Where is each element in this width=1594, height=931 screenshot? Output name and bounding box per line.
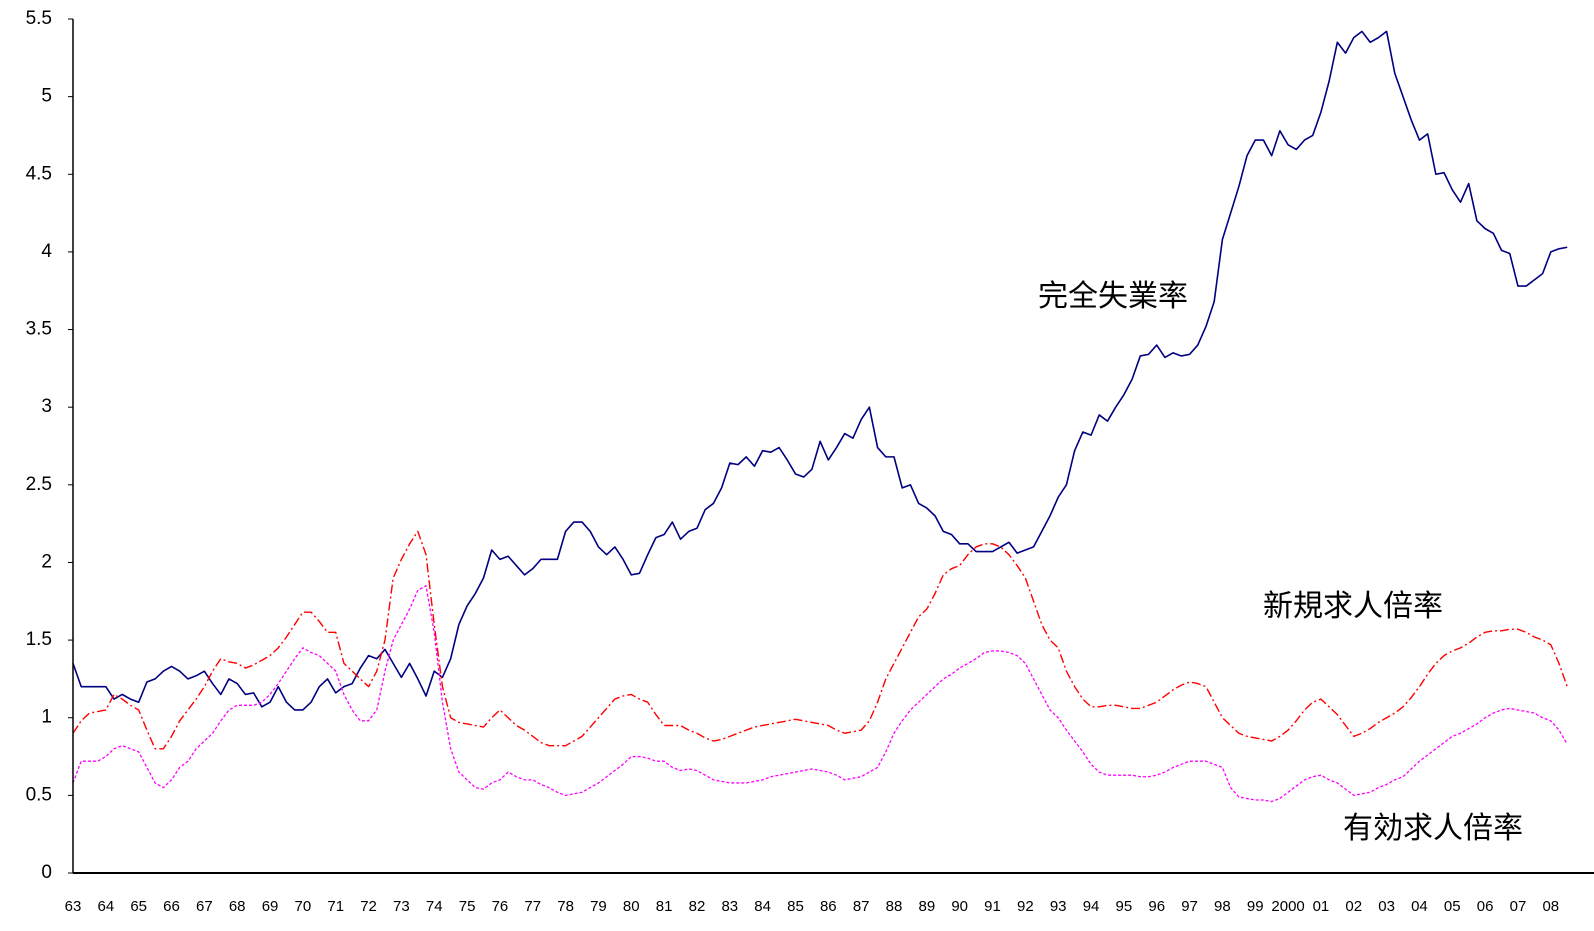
y-tick-label: 4.5 (26, 163, 52, 184)
y-tick-label: 0.5 (26, 784, 52, 805)
y-tick-label: 1 (41, 707, 52, 728)
x-tick-label: 04 (1411, 898, 1428, 915)
x-tick-label: 64 (97, 898, 114, 915)
x-tick-label: 01 (1313, 898, 1330, 915)
x-tick-label: 73 (393, 898, 410, 915)
x-tick-label: 87 (853, 898, 870, 915)
y-tick-label: 5 (41, 86, 52, 107)
x-tick-label: 81 (656, 898, 673, 915)
y-tick-label: 3 (41, 396, 52, 417)
x-tick-label: 77 (524, 898, 541, 915)
x-tick-label: 99 (1247, 898, 1264, 915)
x-tick-label: 93 (1050, 898, 1067, 915)
x-tick-label: 94 (1083, 898, 1100, 915)
x-tick-label: 02 (1345, 898, 1362, 915)
x-tick-label: 91 (984, 898, 1001, 915)
x-tick-label: 69 (262, 898, 279, 915)
x-tick-label: 06 (1477, 898, 1494, 915)
x-tick-label: 98 (1214, 898, 1231, 915)
y-tick-label: 2 (41, 551, 52, 572)
series-label: 完全失業率 (1038, 280, 1188, 313)
x-tick-label: 83 (721, 898, 738, 915)
x-tick-label: 85 (787, 898, 804, 915)
y-tick-label: 5.5 (26, 8, 52, 29)
x-tick-label: 89 (918, 898, 935, 915)
x-tick-label: 97 (1181, 898, 1198, 915)
x-tick-label: 80 (623, 898, 640, 915)
x-tick-label: 63 (65, 898, 82, 915)
x-tick-label: 65 (130, 898, 147, 915)
x-tick-label: 71 (327, 898, 344, 915)
x-tick-label: 05 (1444, 898, 1461, 915)
x-tick-label: 79 (590, 898, 607, 915)
x-tick-label: 68 (229, 898, 246, 915)
x-tick-label: 78 (557, 898, 574, 915)
series-line (72, 530, 1568, 750)
x-tick-label: 86 (820, 898, 837, 915)
x-tick-label: 92 (1017, 898, 1034, 915)
x-tick-label: 72 (360, 898, 377, 915)
series-line (72, 30, 1568, 711)
y-tick-label: 0 (41, 862, 52, 883)
x-tick-label: 08 (1542, 898, 1559, 915)
y-tick-label: 3.5 (26, 319, 52, 340)
x-tick-label: 03 (1378, 898, 1395, 915)
x-tick-label: 76 (492, 898, 509, 915)
x-tick-label: 84 (754, 898, 771, 915)
x-tick-label: 88 (886, 898, 903, 915)
series-line (72, 585, 1568, 803)
x-tick-label: 07 (1510, 898, 1527, 915)
x-tick-label: 2000 (1271, 898, 1304, 915)
x-tick-label: 75 (459, 898, 476, 915)
x-tick-label: 67 (196, 898, 213, 915)
series-label: 新規求人倍率 (1263, 590, 1443, 623)
series-label: 有効求人倍率 (1343, 812, 1523, 845)
x-tick-label: 82 (689, 898, 706, 915)
x-tick-label: 74 (426, 898, 443, 915)
y-tick-label: 4 (41, 241, 52, 262)
x-tick-label: 96 (1148, 898, 1165, 915)
x-tick-label: 95 (1116, 898, 1133, 915)
y-tick-label: 2.5 (26, 474, 52, 495)
x-tick-label: 66 (163, 898, 180, 915)
y-tick-label: 1.5 (26, 629, 52, 650)
x-tick-label: 70 (295, 898, 312, 915)
x-tick-label: 90 (951, 898, 968, 915)
